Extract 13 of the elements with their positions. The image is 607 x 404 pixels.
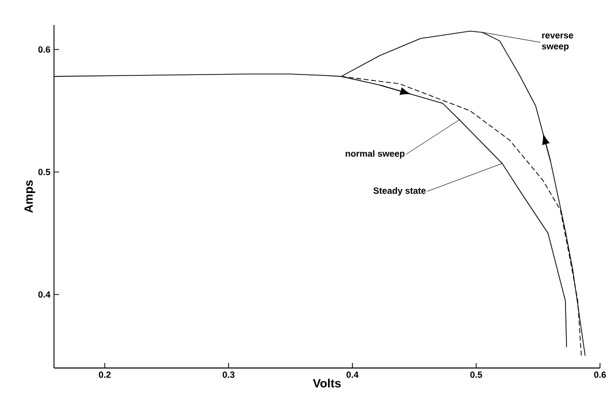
x-tick-label: 0.4 bbox=[346, 372, 359, 378]
x-tick-label: 0.2 bbox=[98, 372, 111, 378]
annotation: Steady state bbox=[373, 187, 426, 196]
annotation: normal sweep bbox=[346, 150, 405, 158]
y-tick-label: 0.4 bbox=[38, 291, 50, 298]
x-tick-label: 0.3 bbox=[222, 372, 234, 378]
x-axis-title: Volts bbox=[312, 378, 341, 388]
y-axis-title: Amps bbox=[24, 180, 36, 213]
x-tick-label: 0.5 bbox=[470, 372, 482, 378]
annotation: reverse sweep bbox=[542, 34, 574, 52]
x-tick-label: 0.6 bbox=[594, 372, 606, 378]
y-tick-label: 0.6 bbox=[38, 46, 50, 53]
y-tick-label: 0.5 bbox=[38, 168, 50, 176]
